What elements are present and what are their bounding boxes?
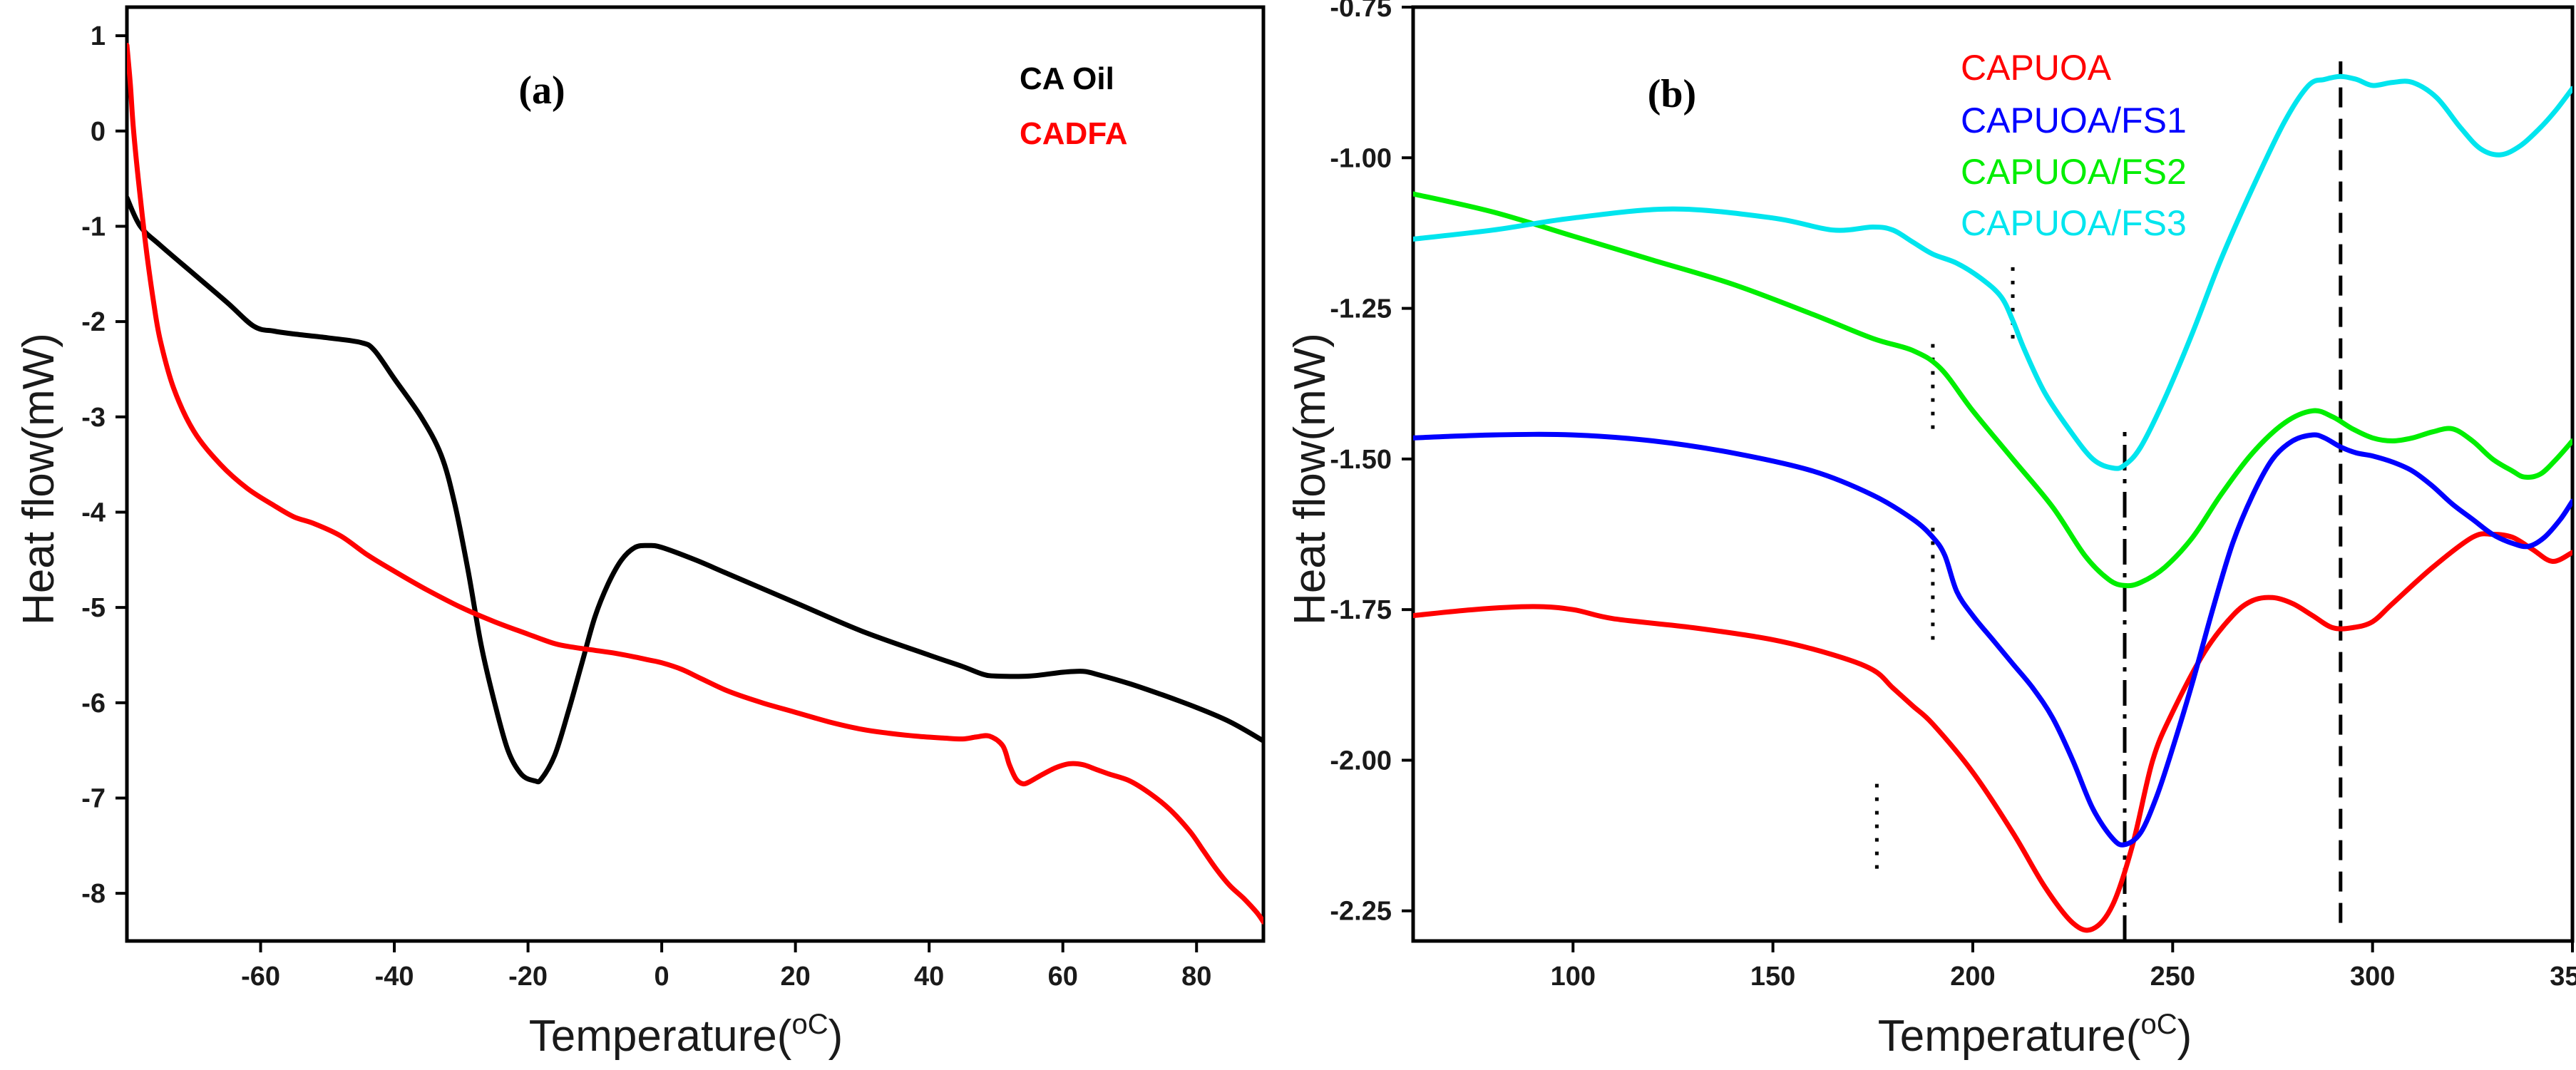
panel-b-x-axis-unit: oC (2140, 1009, 2177, 1040)
panel-b-series-capuoa-fs1 (1413, 431, 2572, 848)
panel-b-x-axis-title: Temperature(oC) (1878, 1009, 2192, 1061)
panel-b-y-tick-label: -2.25 (1330, 897, 1392, 927)
panel-a-y-tick-label: -7 (81, 783, 106, 813)
panel-a-series-ca-oil (127, 195, 1263, 785)
panel-b-x-axis-title-text: Temperature (1878, 1012, 2126, 1061)
panel-a-label: (a) (518, 68, 565, 113)
panel-b-plot-frame (1411, 5, 2575, 943)
panel-b-x-tick-label: 300 (2350, 962, 2395, 992)
panel-a-y-tick-label: -5 (81, 593, 106, 623)
panel-b-y-tick-label: -0.75 (1330, 0, 1392, 23)
panel-b-x-tick-label: 100 (1551, 962, 1596, 992)
legend-a-cadfa: CADFA (1020, 116, 1128, 151)
panel-b-label: (b) (1648, 72, 1696, 116)
panel-a-plot-frame (125, 5, 1266, 943)
panel-a-x-axis-title-text: Temperature (529, 1012, 777, 1061)
panel-b-y-tick-label: -2.00 (1330, 746, 1392, 776)
legend-b-capuoa: CAPUOA (1961, 48, 2112, 88)
panel-b-series-capuoa-fs2 (1413, 191, 2572, 589)
panel-b-y-tick-label: -1.25 (1330, 294, 1392, 324)
panel-a-x-tick-label: 60 (1048, 962, 1078, 992)
legend-a-ca-oil: CA Oil (1020, 61, 1114, 96)
panel-b-x-tick-label: 150 (1750, 962, 1795, 992)
panel-b-series-capuoa-fs3 (1413, 73, 2572, 471)
panel-a-y-tick-label: -1 (81, 212, 106, 242)
legend-b-capuoa-fs3: CAPUOA/FS3 (1961, 203, 2187, 243)
panel-b-x-tick-label: 250 (2150, 962, 2195, 992)
panel-a-y-tick-label: -6 (81, 689, 106, 719)
panel-a-x-tick-label: -60 (241, 962, 280, 992)
panel-a-x-tick-label: 40 (914, 962, 944, 992)
panel-a-y-axis-title: Heat flow(mW) (14, 333, 63, 625)
panel-b-series-capuoa (1413, 531, 2572, 933)
panel-a-y-tick-label: -4 (81, 498, 106, 528)
panel-b-chart: (b) CAPUOA CAPUOA/FS1 CAPUOA/FS2 CAPUOA/… (1286, 0, 2576, 1061)
panel-a-series-cadfa (127, 43, 1263, 925)
panel-a-x-axis-unit: oC (791, 1009, 828, 1040)
legend-b-capuoa-fs2: CAPUOA/FS2 (1961, 152, 2187, 192)
panel-a-chart: (a) CA Oil CADFA Heat flow(mW) Temperatu… (14, 5, 1266, 1061)
panel-a-x-tick-label: 0 (655, 962, 669, 992)
panel-a-x-tick-label: 20 (781, 962, 811, 992)
panel-b-y-axis-title: Heat flow(mW) (1286, 333, 1335, 625)
panel-a-x-tick-label: -40 (375, 962, 414, 992)
panel-a-y-tick-label: 1 (91, 21, 106, 51)
panel-a-y-tick-label: 0 (91, 117, 106, 147)
panel-b-y-tick-label: -1.00 (1330, 143, 1392, 173)
panel-b-y-tick-label: -1.50 (1330, 445, 1392, 475)
panel-a-y-tick-label: -3 (81, 403, 106, 433)
panel-b-y-tick-label: -1.75 (1330, 595, 1392, 625)
panel-a-x-tick-label: -20 (508, 962, 548, 992)
panel-a-y-tick-label: -2 (81, 307, 106, 337)
panel-b-x-tick-label: 200 (1950, 962, 1995, 992)
panel-a-x-axis-title: Temperature(oC) (529, 1009, 843, 1061)
panel-a-x-tick-label: 80 (1181, 962, 1211, 992)
panel-a-y-tick-label: -8 (81, 879, 106, 909)
legend-b-capuoa-fs1: CAPUOA/FS1 (1961, 101, 2187, 140)
panel-b-x-tick-label: 350 (2550, 962, 2576, 992)
